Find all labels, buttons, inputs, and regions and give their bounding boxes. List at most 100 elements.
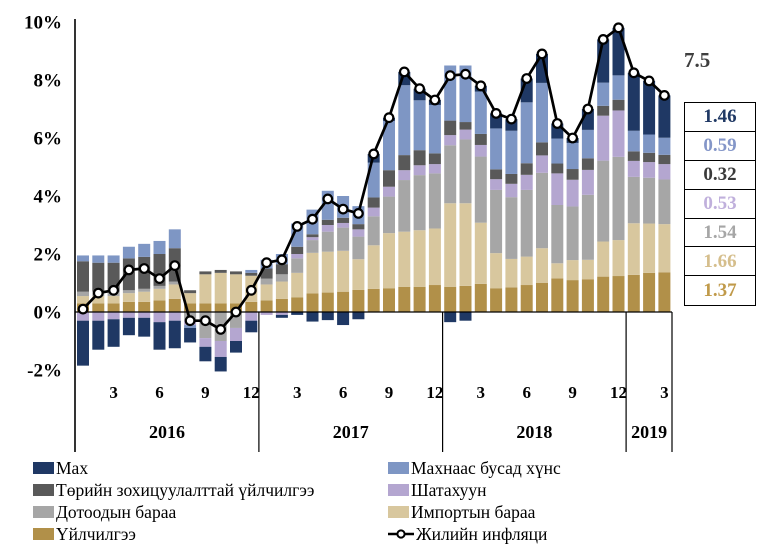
x-axis-month-label: 3: [109, 383, 118, 402]
inflation-line-marker: [368, 148, 380, 160]
inflation-line-marker: [398, 66, 410, 78]
bar-segment: [597, 105, 610, 116]
bar-segment: [474, 283, 487, 312]
bar-segment: [505, 287, 518, 312]
bar-segment: [551, 163, 564, 174]
bar-segment: [138, 288, 151, 292]
x-axis-month-label: 3: [293, 383, 302, 402]
inflation-line-marker: [307, 213, 318, 225]
inflation-line-marker: [108, 284, 119, 296]
bar-segment: [658, 179, 671, 225]
inflation-line-marker: [92, 287, 104, 299]
bar-segment: [260, 268, 273, 279]
legend-item: Махнаас бусад хүнс: [388, 457, 561, 479]
inflation-line-marker: [536, 48, 548, 60]
bar-segment: [138, 291, 151, 302]
bar-segment: [474, 222, 487, 284]
bar-segment: [92, 312, 105, 321]
inflation-line-marker: [659, 89, 670, 101]
inflation-line-marker: [353, 207, 364, 219]
bar-segment: [551, 263, 564, 279]
bar-segment: [383, 170, 395, 187]
inflation-line-marker: [414, 83, 426, 95]
bar-segment: [551, 204, 564, 264]
bar-segment: [551, 173, 564, 205]
bar-segment: [138, 317, 151, 337]
bar-segment: [352, 236, 365, 260]
bar-segment: [627, 130, 640, 152]
bar-segment: [474, 144, 487, 157]
x-axis-month-label: 6: [522, 383, 531, 402]
inflation-line-marker: [506, 113, 517, 125]
bar-segment: [168, 320, 181, 349]
inflation-line-marker: [429, 94, 441, 106]
bar-segment: [306, 237, 319, 241]
bar-segment: [383, 288, 395, 312]
legend-item: Төрийн зохицуулалттай үйлчилгээ: [33, 479, 314, 501]
bar-segment: [658, 137, 671, 155]
bar-segment: [184, 290, 197, 294]
bar-segment: [658, 272, 671, 312]
inflation-line-marker: [582, 103, 594, 115]
x-axis-month-label: 6: [155, 383, 164, 402]
bar-segment: [168, 284, 181, 299]
bar-segment: [184, 303, 197, 312]
x-axis-month-label: 12: [243, 383, 260, 402]
bar-segment: [337, 217, 350, 223]
bar-segment: [428, 153, 441, 165]
bar-segment: [184, 325, 197, 328]
bar-segment: [536, 283, 548, 312]
bar-segment: [367, 207, 380, 217]
legend-label: Импортын бараа: [411, 501, 536, 522]
inflation-line-marker: [444, 70, 456, 81]
bar-segment: [352, 312, 365, 320]
contribution-label-box: 0.59: [684, 130, 756, 162]
bar-segment: [77, 320, 89, 366]
bar-segment: [214, 303, 227, 312]
contribution-label-box: 0.32: [684, 159, 756, 191]
bar-segment: [291, 297, 304, 312]
bar-segment: [520, 285, 533, 312]
total-inflation-annotation: 7.5: [684, 48, 711, 72]
bar-segment: [566, 260, 579, 281]
bar-segment: [536, 155, 548, 173]
bar-segment: [474, 156, 487, 223]
y-axis-tick-label: 2%: [34, 245, 63, 266]
contribution-labels: 1.46 0.59 0.32 0.53 1.54 1.66 1.37: [684, 102, 756, 306]
legend-swatch-icon: [33, 484, 54, 496]
bar-segment: [275, 312, 288, 315]
y-axis-tick-label: 8%: [34, 71, 63, 92]
bar-segment: [566, 206, 579, 261]
bar-segment: [77, 312, 89, 321]
bar-segment: [245, 312, 258, 321]
bar-segment: [199, 271, 212, 275]
bar-segment: [107, 319, 120, 347]
bar-segment: [367, 162, 380, 198]
bar-segment: [444, 145, 457, 204]
legend-label: Махнаас бусад хүнс: [411, 457, 561, 478]
bar-segment: [428, 285, 441, 312]
y-axis-tick-label: 4%: [34, 187, 63, 208]
bar-segment: [260, 300, 273, 312]
bar-segment: [122, 293, 135, 302]
bar-segment: [581, 194, 594, 260]
bar-segment: [199, 274, 212, 304]
bar-segment: [444, 312, 457, 323]
bar-segment: [168, 281, 181, 285]
bar-segment: [597, 276, 610, 312]
legend-item: Үйлчилгээ: [33, 523, 314, 545]
bar-segment: [77, 291, 89, 297]
inflation-line-marker: [567, 132, 578, 144]
bar-segment: [230, 274, 242, 304]
legend-label: Дотоодын бараа: [56, 501, 177, 522]
inflation-line-marker: [291, 220, 303, 232]
bar-segment: [153, 285, 166, 289]
bar-segment: [566, 169, 579, 180]
bar-segment: [275, 274, 288, 282]
bar-segment: [505, 197, 518, 259]
bar-segment: [184, 293, 197, 304]
bar-segment: [337, 227, 350, 251]
bar-segment: [444, 286, 457, 312]
bar-segment: [490, 179, 503, 190]
legend-swatch-icon: [33, 528, 54, 540]
